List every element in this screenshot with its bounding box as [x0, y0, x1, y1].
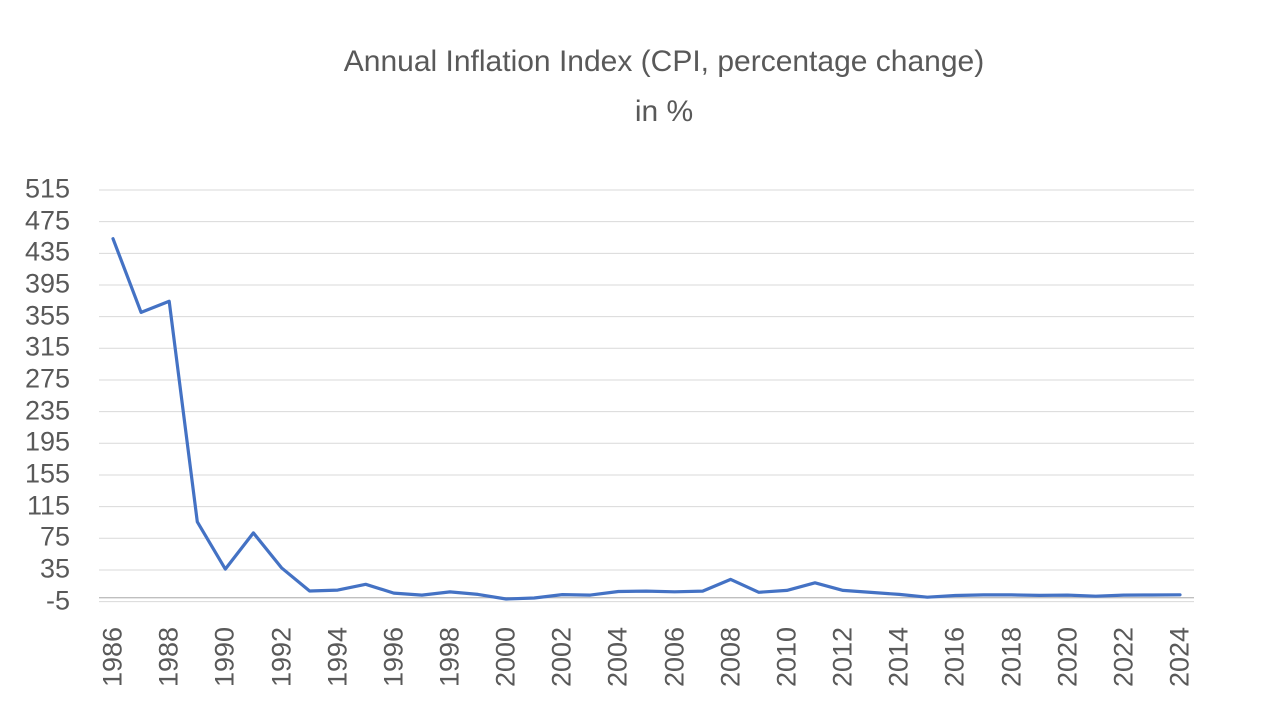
y-tick-label: 355 [24, 300, 70, 331]
x-tick-label: 2012 [827, 626, 858, 688]
inflation-line [111, 237, 1182, 601]
x-tick-label: 2006 [659, 626, 690, 688]
y-tick-label: 395 [24, 268, 70, 299]
y-tick-label: 35 [39, 553, 70, 584]
x-tick-label: 2010 [771, 626, 802, 688]
x-tick-label: 1998 [434, 626, 465, 688]
x-tick-label: 1990 [209, 626, 240, 688]
x-tick-label: 1988 [153, 626, 184, 688]
x-tick-label: 1992 [266, 626, 296, 688]
y-tick-label: 75 [39, 521, 70, 552]
y-tick-label: 155 [24, 458, 70, 489]
x-tick-label: 2016 [939, 626, 970, 688]
y-tick-label: 275 [24, 363, 70, 394]
y-tick-label: 195 [24, 426, 70, 457]
x-tick-label: 1986 [97, 626, 128, 688]
x-tick-label: 2014 [883, 626, 914, 688]
y-tick-label: 435 [24, 236, 70, 267]
x-tick-label: 1996 [378, 626, 409, 688]
x-tick-label: 2020 [1052, 626, 1083, 688]
x-tick-label: 2002 [546, 626, 577, 688]
chart-subtitle: in % [634, 95, 694, 128]
x-tick-label: 2024 [1164, 626, 1195, 688]
x-tick-label: 2004 [602, 626, 633, 688]
y-tick-label: 115 [26, 490, 70, 521]
y-tick-label: 475 [24, 205, 70, 236]
x-tick-label: 2018 [996, 626, 1026, 688]
y-tick-label: -5 [45, 585, 70, 616]
y-tick-label: 235 [24, 395, 70, 426]
y-tick-label: 315 [24, 331, 70, 362]
chart-title: Annual Inflation Index (CPI, percentage … [343, 45, 985, 78]
x-tick-label: 1994 [322, 626, 353, 688]
y-tick-label: 515 [24, 173, 70, 204]
x-tick-label: 2000 [490, 626, 521, 688]
x-tick-label: 2022 [1108, 626, 1139, 688]
x-tick-label: 2008 [715, 626, 746, 688]
